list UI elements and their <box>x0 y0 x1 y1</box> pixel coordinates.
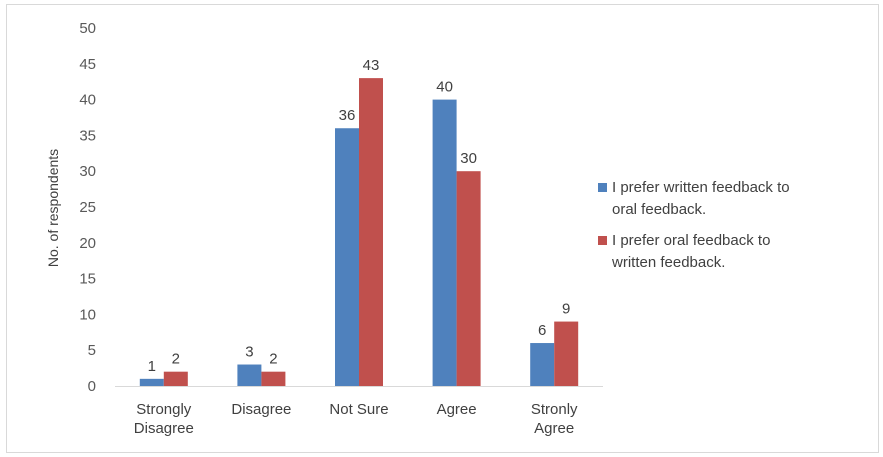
bar-series-1-1 <box>139 378 164 386</box>
x-category-label: Strongly <box>136 401 192 418</box>
data-label: 2 <box>269 351 277 368</box>
legend-swatch-2 <box>598 236 607 245</box>
x-category-label: Stronly <box>531 401 578 418</box>
bar-series-1-4 <box>432 99 457 386</box>
y-tick-label: 30 <box>79 163 96 180</box>
legend-label: written feedback. <box>611 254 725 271</box>
data-labels: 1 3 36 40 6 2 2 43 30 9 <box>148 57 571 375</box>
data-label: 40 <box>436 79 453 96</box>
data-label: 2 <box>172 351 180 368</box>
y-tick-label: 5 <box>88 342 96 359</box>
legend-label: I prefer written feedback to <box>612 179 790 196</box>
bar-series-2-3 <box>359 78 383 387</box>
y-axis-ticks: 0 5 10 15 20 25 30 35 40 45 50 <box>79 20 96 395</box>
y-tick-label: 40 <box>79 92 96 109</box>
x-category-label: Disagree <box>134 420 194 437</box>
y-tick-label: 35 <box>79 127 96 144</box>
bar-series-2-2 <box>261 371 286 386</box>
legend-swatch-1 <box>598 183 607 192</box>
bar-series-1-3 <box>335 128 359 387</box>
y-tick-label: 50 <box>79 20 96 37</box>
chart-frame <box>6 4 879 453</box>
bar-series-2-4 <box>456 171 481 386</box>
x-category-label: Agree <box>437 401 477 418</box>
bars <box>139 78 579 387</box>
legend-label: I prefer oral feedback to <box>612 232 770 249</box>
legend-label: oral feedback. <box>612 201 706 218</box>
x-axis-categories: Strongly Disagree Disagree Not Sure Agree Str… <box>134 401 578 437</box>
data-label: 36 <box>339 107 356 124</box>
y-tick-label: 15 <box>79 271 96 288</box>
bar-series-2-5 <box>554 321 579 386</box>
data-label: 1 <box>148 358 156 375</box>
data-label: 43 <box>363 57 380 74</box>
y-tick-label: 25 <box>79 199 96 216</box>
data-label: 9 <box>562 301 570 318</box>
data-label: 30 <box>460 150 477 167</box>
data-label: 6 <box>538 322 546 339</box>
data-label: 3 <box>245 344 253 361</box>
x-category-label: Disagree <box>231 401 291 418</box>
y-tick-label: 10 <box>79 306 96 323</box>
y-tick-label: 45 <box>79 56 96 73</box>
bar-series-1-5 <box>530 343 555 386</box>
y-tick-label: 20 <box>79 235 96 252</box>
legend: I prefer written feedback to oral feedbac… <box>598 179 790 271</box>
x-category-label: Not Sure <box>329 401 388 418</box>
y-axis-title: No. of respondents <box>45 149 61 267</box>
x-category-label: Agree <box>534 420 574 437</box>
bar-series-1-2 <box>237 364 262 386</box>
bar-series-2-1 <box>163 371 188 386</box>
y-tick-label: 0 <box>88 378 96 395</box>
